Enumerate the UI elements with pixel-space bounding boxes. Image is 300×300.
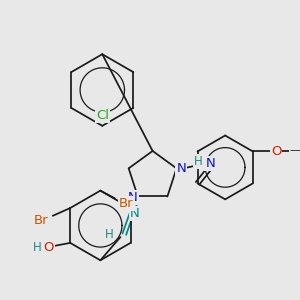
Text: N: N: [128, 191, 138, 204]
Text: Br: Br: [34, 214, 49, 227]
Text: N: N: [176, 162, 186, 175]
Text: N: N: [206, 157, 215, 170]
Text: O: O: [44, 241, 54, 254]
Text: O: O: [271, 145, 281, 158]
Text: H: H: [194, 155, 203, 168]
Text: N: N: [130, 207, 140, 220]
Text: H: H: [104, 228, 113, 241]
Text: Br: Br: [119, 197, 134, 210]
Text: H: H: [33, 241, 42, 254]
Text: Cl: Cl: [96, 109, 109, 122]
Text: —: —: [290, 146, 300, 155]
